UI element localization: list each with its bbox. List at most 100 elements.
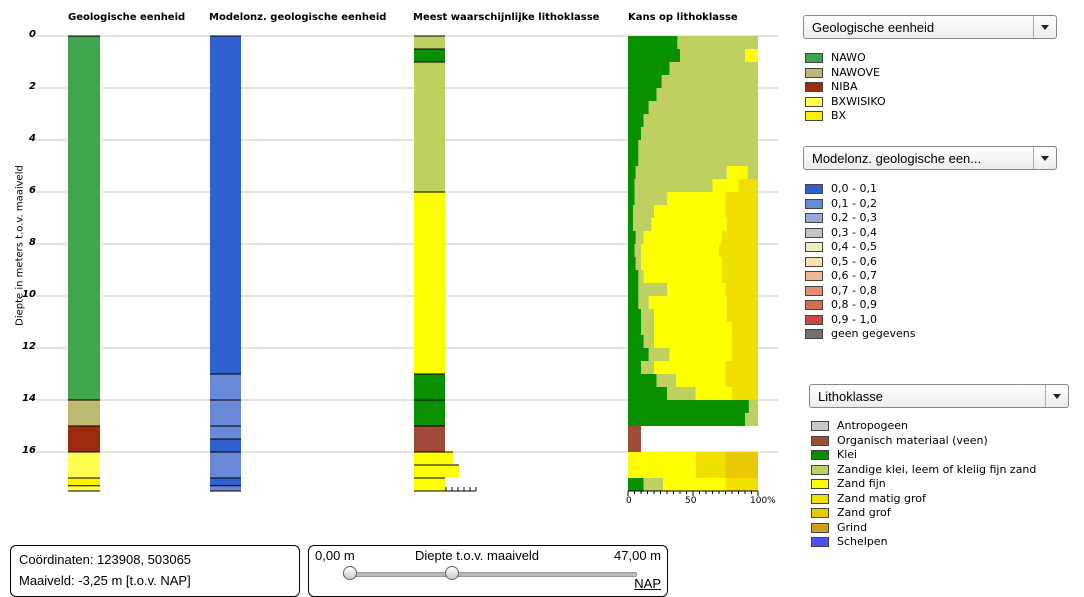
y-tick-label: 16	[22, 445, 36, 456]
chevron-down-icon[interactable]	[1033, 147, 1056, 169]
kans-segment	[628, 400, 749, 413]
kans-segment	[667, 387, 696, 400]
kans-segment	[628, 179, 635, 192]
kans-segment	[638, 283, 667, 296]
kans-segment	[725, 452, 758, 478]
geo-interval	[68, 452, 100, 478]
legend-swatch	[805, 314, 823, 325]
legend-swatch	[811, 479, 829, 489]
kans-segment	[628, 101, 649, 114]
legend-swatch	[805, 256, 823, 267]
kans-segment	[628, 361, 641, 374]
kans-segment	[628, 374, 657, 387]
legend-label: 0,1 - 0,2	[831, 196, 877, 210]
nap-link[interactable]: NAP	[634, 576, 661, 591]
kans-segment	[677, 36, 758, 49]
kans-segment	[725, 361, 758, 374]
geo-interval	[68, 400, 100, 426]
kans-segment	[661, 75, 758, 88]
column-header-kans-op-lithoklasse: Kans op lithoklasse	[628, 12, 738, 23]
kans-segment	[667, 283, 726, 296]
kans-segment	[633, 218, 652, 231]
kans-segment	[695, 387, 732, 400]
column-header-geologische-eenheid: Geologische eenheid	[68, 12, 186, 23]
kans-segment	[643, 335, 654, 348]
kans-segment	[635, 231, 644, 244]
legend-label: 0,9 - 1,0	[831, 312, 877, 326]
kans-segment	[643, 270, 722, 283]
boring-profile-plot	[36, 35, 778, 496]
geo-interval	[68, 485, 100, 491]
kans-segment	[680, 49, 745, 62]
kans-segment	[633, 205, 654, 218]
lithoklasse-select[interactable]: Lithoklasse	[809, 384, 1069, 408]
legend-label: Zandige klei, leem of kleiig fijn zand	[837, 462, 1037, 476]
legend-swatch	[805, 111, 823, 121]
modelonzekerheid-select[interactable]: Modelonz. geologische een...	[803, 146, 1057, 170]
kans-segment	[628, 114, 644, 127]
kans-segment	[712, 179, 739, 192]
kans-segment	[669, 348, 732, 361]
kans-segment	[628, 153, 639, 166]
legend-label: geen gegevens	[831, 327, 916, 340]
kans-segment	[726, 309, 758, 322]
kans-segment	[628, 426, 641, 452]
kans-segment	[654, 322, 732, 335]
legend-label: 0,8 - 0,9	[831, 298, 877, 311]
kans-segment	[628, 166, 636, 179]
depth-slider-title: Diepte t.o.v. maaiveld	[415, 548, 540, 563]
kans-segment	[725, 283, 758, 296]
legend-label: NAWOVE	[831, 65, 880, 79]
kans-segment	[648, 296, 727, 309]
kans-segment	[641, 127, 758, 140]
legend-label: Grind	[837, 520, 868, 534]
depth-slider-min: 0,00 m	[315, 548, 355, 563]
kans-segment	[726, 296, 758, 309]
kans-segment	[663, 478, 726, 491]
kans-segment	[726, 218, 758, 231]
chevron-down-icon[interactable]	[1033, 16, 1056, 38]
kans-segment	[648, 348, 670, 361]
kans-segment	[721, 257, 758, 270]
kans-segment	[628, 296, 639, 309]
kans-segment	[732, 335, 758, 348]
legend-swatch	[805, 271, 823, 281]
kans-segment	[654, 335, 732, 348]
legend-swatch	[811, 508, 829, 518]
kans-segment	[635, 166, 727, 179]
kans-segment	[628, 192, 635, 205]
geologische-eenheid-select[interactable]: Geologische eenheid	[803, 15, 1057, 39]
kans-segment	[635, 257, 641, 270]
kans-segment	[667, 192, 726, 205]
legend-swatch	[805, 96, 823, 107]
y-tick-label: 12	[22, 341, 36, 352]
legend-swatch	[811, 537, 829, 547]
maaiveld-text: Maaiveld: -3,25 m [t.o.v. NAP]	[19, 573, 191, 588]
location-info-box: Coördinaten: 123908, 503065 Maaiveld: -3…	[10, 545, 300, 597]
depth-slider-high-handle[interactable]	[445, 566, 460, 580]
kans-segment	[628, 387, 667, 400]
litho-interval	[414, 36, 445, 49]
geo-interval	[68, 426, 100, 452]
kans-segment	[732, 387, 758, 400]
legend-swatch	[805, 285, 823, 296]
model-interval	[210, 400, 241, 426]
kans-tick-label: 50	[685, 496, 697, 506]
chevron-down-icon[interactable]	[1045, 385, 1068, 407]
depth-slider-low-handle[interactable]	[343, 566, 357, 580]
legend-label: BX	[831, 109, 847, 122]
geo-interval	[68, 478, 100, 486]
litho-interval	[414, 465, 459, 478]
legend-swatch	[811, 435, 829, 446]
kans-segment	[669, 62, 758, 75]
kans-segment	[641, 361, 654, 374]
litho-interval	[414, 374, 445, 400]
legend-swatch	[805, 300, 823, 310]
kans-segment	[628, 348, 649, 361]
kans-segment	[634, 192, 667, 205]
depth-slider-track[interactable]	[343, 572, 637, 577]
kans-segment	[628, 335, 644, 348]
kans-segment	[643, 478, 664, 491]
kans-segment	[725, 205, 758, 218]
kans-segment	[725, 192, 758, 205]
